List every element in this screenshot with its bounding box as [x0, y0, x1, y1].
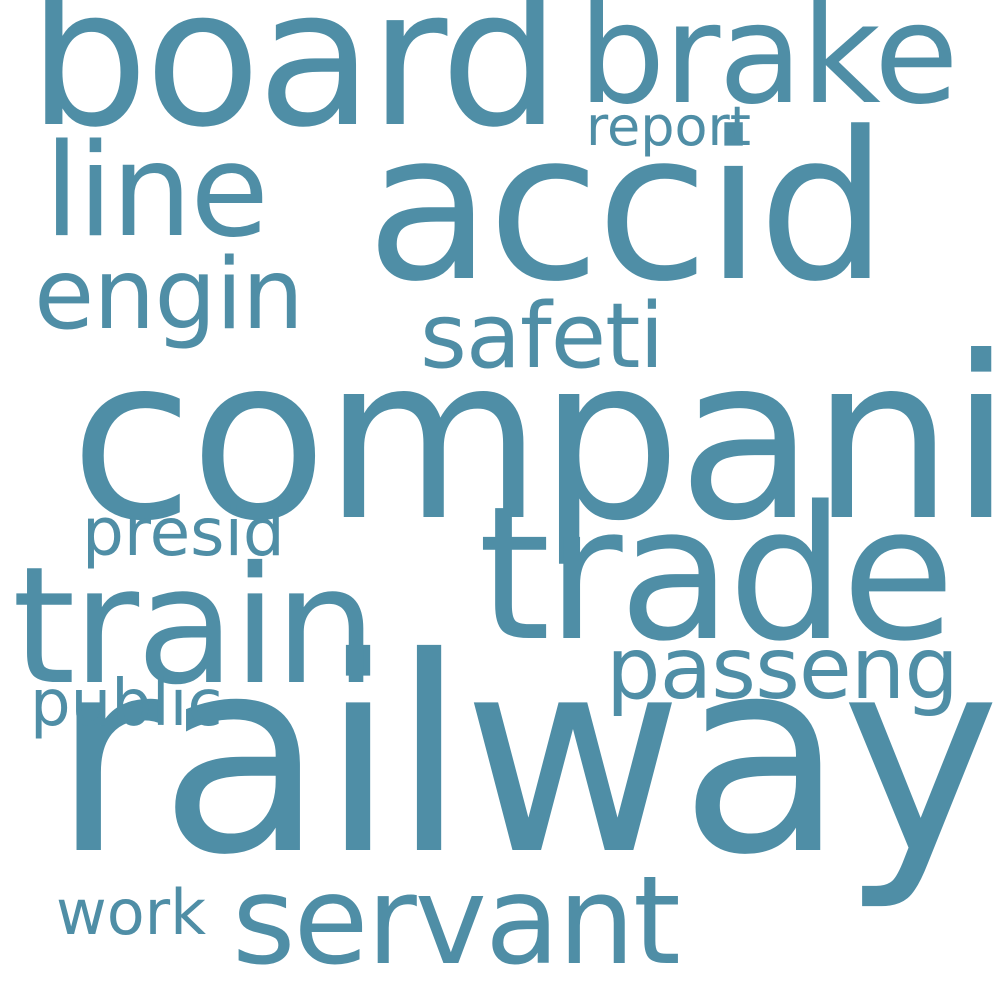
word-line: line	[44, 117, 269, 266]
word-brake: brake	[578, 0, 959, 135]
word-trade: trade	[478, 466, 955, 682]
word-safeti: safeti	[420, 284, 664, 389]
word-passeng: passeng	[606, 619, 959, 719]
word-presid: presid	[82, 494, 285, 571]
word-report: report	[586, 95, 751, 158]
word-railway: railway	[52, 599, 1000, 914]
word-public: public	[30, 667, 223, 741]
word-compani: compani	[70, 309, 1000, 571]
word-servant: servant	[232, 850, 681, 992]
word-train: train	[12, 533, 377, 721]
word-engin: engin	[34, 238, 304, 352]
word-board: board	[28, 0, 561, 169]
word-accid: accid	[366, 89, 888, 327]
word-work: work	[56, 876, 207, 949]
